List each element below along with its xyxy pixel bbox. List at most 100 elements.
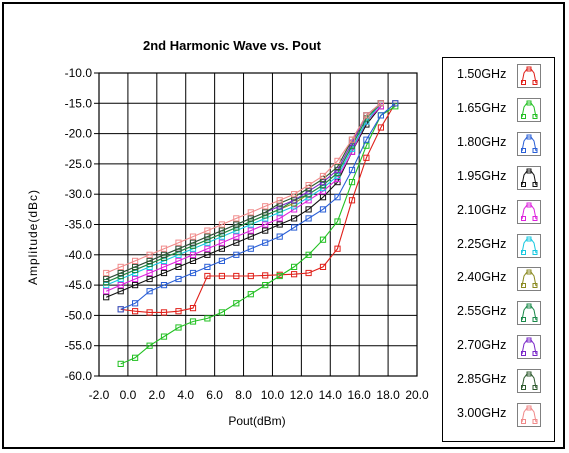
data-point xyxy=(247,227,254,234)
series-3.00GHz xyxy=(103,100,384,277)
legend-swatch-icon xyxy=(517,369,541,394)
x-tick-label: 10.0 xyxy=(261,388,285,402)
data-point xyxy=(160,309,168,316)
data-point xyxy=(218,221,226,228)
data-point xyxy=(233,239,240,246)
data-point xyxy=(334,157,341,165)
data-point xyxy=(262,221,269,228)
data-point xyxy=(276,233,283,240)
data-point xyxy=(204,263,211,270)
data-point xyxy=(132,308,139,315)
legend-label: 2.70GHz xyxy=(457,338,507,353)
series-1.95GHz xyxy=(103,103,384,301)
x-tick-label: 2.0 xyxy=(148,388,165,402)
y-tick-label: -45.0 xyxy=(65,278,93,292)
legend-label: 2.55GHz xyxy=(457,304,507,319)
data-point xyxy=(175,239,182,246)
x-tick-label: 20.0 xyxy=(405,388,429,402)
data-point xyxy=(189,239,197,246)
data-point xyxy=(146,309,153,316)
data-point xyxy=(319,236,327,243)
data-point xyxy=(103,275,110,283)
data-point xyxy=(233,221,240,228)
legend-swatch-icon xyxy=(517,335,541,360)
data-point xyxy=(377,100,384,107)
x-tick-label: -2.0 xyxy=(89,388,110,402)
legend-swatch-icon xyxy=(517,97,541,122)
x-tick-label: 14.0 xyxy=(319,388,343,402)
data-point xyxy=(132,300,139,307)
data-point xyxy=(218,227,226,234)
legend-swatch-icon xyxy=(517,165,541,190)
legend-label: 2.40GHz xyxy=(457,270,507,285)
data-point xyxy=(175,324,182,331)
legend-swatch-icon xyxy=(517,64,541,88)
data-point xyxy=(218,257,226,265)
series-1.65GHz xyxy=(117,103,399,367)
data-point xyxy=(175,275,182,283)
data-point xyxy=(146,257,153,265)
data-point xyxy=(247,215,254,222)
data-point xyxy=(204,227,211,234)
data-point xyxy=(348,136,356,143)
data-point xyxy=(175,263,182,270)
data-point xyxy=(218,272,226,280)
x-tick-label: 12.0 xyxy=(290,388,314,402)
data-point xyxy=(334,163,341,171)
legend-label: 2.85GHz xyxy=(457,372,507,387)
legend-label: 1.80GHz xyxy=(457,134,507,149)
data-point xyxy=(218,309,226,316)
legend-item: 2.40GHz xyxy=(443,267,556,292)
x-tick-label: 8.0 xyxy=(235,388,252,402)
data-point xyxy=(160,263,168,270)
x-axis-label: Pout(dBm) xyxy=(228,414,285,428)
legend-swatch-icon xyxy=(517,233,541,258)
y-tick-label: -50.0 xyxy=(65,308,93,322)
data-point xyxy=(363,136,370,143)
data-point xyxy=(103,294,110,301)
data-point xyxy=(247,209,254,216)
data-point xyxy=(103,269,110,277)
y-tick-label: -25.0 xyxy=(65,157,93,171)
data-point xyxy=(204,245,211,252)
data-point xyxy=(247,291,254,298)
data-point xyxy=(132,354,139,361)
data-point xyxy=(233,251,240,258)
y-tick-label: -10.0 xyxy=(65,66,93,80)
data-point xyxy=(189,305,197,312)
data-point xyxy=(146,342,153,349)
legend-item: 2.70GHz xyxy=(443,335,556,360)
data-point xyxy=(363,112,370,119)
data-point xyxy=(117,263,124,270)
data-point xyxy=(377,124,384,131)
data-point xyxy=(132,257,139,265)
y-tick-label: -15.0 xyxy=(65,96,93,110)
plot-border xyxy=(98,72,418,377)
data-point xyxy=(132,282,139,289)
data-point xyxy=(233,272,240,280)
data-point xyxy=(291,271,298,278)
legend-swatch-icon xyxy=(517,403,541,428)
x-tick-label: 16.0 xyxy=(348,388,372,402)
data-point xyxy=(160,251,168,258)
series-1.80GHz xyxy=(117,100,399,313)
data-point xyxy=(247,245,254,252)
data-point xyxy=(160,282,168,289)
legend-label: 1.50GHz xyxy=(457,67,507,81)
data-point xyxy=(175,308,182,315)
data-point xyxy=(204,272,211,280)
data-point xyxy=(305,269,312,277)
legend-item: 3.00GHz xyxy=(443,403,556,428)
data-point xyxy=(377,112,384,119)
data-point xyxy=(334,245,341,252)
data-point xyxy=(291,224,298,231)
data-point xyxy=(334,194,341,201)
data-point xyxy=(276,215,283,222)
data-point xyxy=(262,282,269,289)
data-point xyxy=(204,233,211,240)
y-tick-label: -20.0 xyxy=(65,127,93,141)
data-point xyxy=(204,315,211,322)
data-point xyxy=(103,288,110,295)
legend-item: 1.95GHz xyxy=(443,165,556,190)
data-point xyxy=(291,191,298,198)
